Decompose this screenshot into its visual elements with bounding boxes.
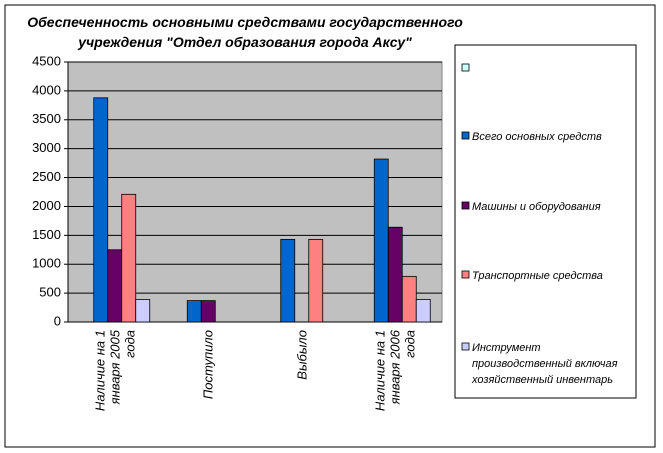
legend-label: Инструмент производственный включая хозя… [472,342,618,386]
legend-swatch [461,342,470,351]
y-tick-label: 0 [54,313,61,328]
legend-box [454,44,637,399]
bar [200,300,216,323]
y-tick-label: 3500 [32,111,61,126]
bar [121,193,137,323]
bar [186,300,202,323]
bar [415,299,431,323]
bar [373,158,389,323]
x-tick-label: Поступило [200,330,216,400]
legend-swatch [461,131,470,140]
legend-swatch [461,270,470,279]
y-tick-label: 4500 [32,53,61,68]
bar [401,275,417,323]
y-tick-label: 1000 [32,256,61,271]
y-tick-label: 500 [39,285,61,300]
bar [93,97,109,323]
y-tick-label: 1500 [32,227,61,242]
y-tick-label: 3000 [32,140,61,155]
legend-swatch [461,63,470,72]
bar [387,226,403,323]
x-tick-label: Наличие на 1 января 2005 года [92,330,138,412]
y-tick-label: 4000 [32,82,61,97]
x-tick-label: Выбыло [294,330,310,380]
bar [280,238,296,323]
legend-swatch [461,201,470,210]
y-tick-label: 2000 [32,198,61,213]
legend-label: Всего основных средств [472,131,602,143]
chart-title: Обеспеченность основными средствами госу… [27,14,463,50]
x-tick-label: Наличие на 1 января 2006 года [372,330,418,412]
legend-label: Машины и оборудования [472,201,601,213]
y-tick-label: 2500 [32,169,61,184]
bar [308,238,324,323]
bar [135,299,151,323]
bar [107,249,123,323]
legend-label: Транспортные средства [472,270,603,282]
